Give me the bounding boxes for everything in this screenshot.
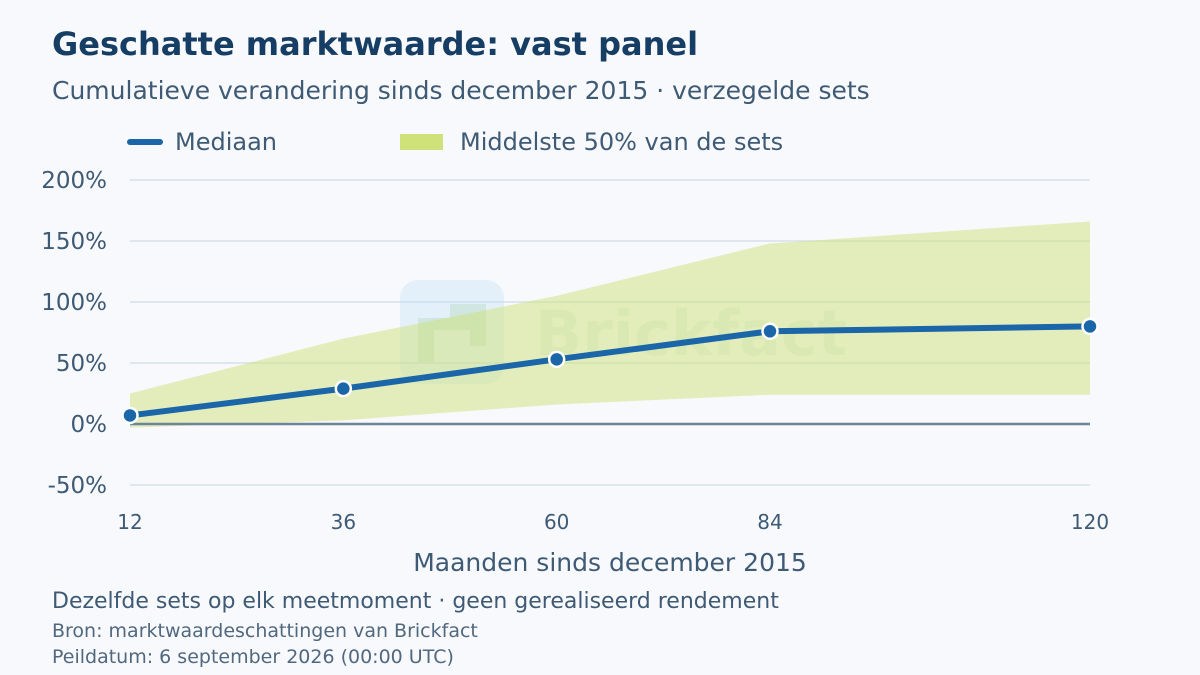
median-point [334, 379, 353, 398]
legend-band-swatch [400, 134, 443, 150]
y-tick-label: 50% [56, 351, 107, 377]
legend: Mediaan Middelste 50% van de sets [127, 128, 783, 156]
x-tick-label: 84 [757, 510, 782, 534]
y-tick-label: -50% [48, 473, 107, 499]
y-tick-label: 100% [41, 290, 107, 316]
chart-title: Geschatte marktwaarde: vast panel [52, 25, 698, 63]
footnote: Dezelfde sets op elk meetmoment · geen g… [52, 589, 779, 614]
median-point [1081, 317, 1099, 336]
chart-subtitle: Cumulatieve verandering sinds december 2… [52, 76, 870, 105]
x-tick-label: 60 [544, 510, 569, 534]
y-tick-label: 0% [71, 412, 108, 438]
median-point [121, 406, 139, 425]
plot-area [121, 221, 1099, 428]
iqr-band [130, 221, 1090, 428]
median-point [547, 350, 566, 369]
y-tick-label: 200% [41, 168, 107, 194]
x-tick-label: 36 [331, 510, 356, 534]
x-tick-label: 12 [117, 510, 142, 534]
median-point [761, 322, 779, 341]
legend-median-label: Mediaan [175, 128, 277, 156]
legend-band-label: Middelste 50% van de sets [460, 128, 783, 156]
x-axis-label: Maanden sinds december 2015 [413, 548, 807, 577]
date-text: Peildatum: 6 september 2026 (00:00 UTC) [52, 646, 454, 668]
y-tick-label: 150% [41, 229, 107, 255]
x-axis-ticks: 12 36 60 84 120 [117, 510, 1109, 534]
y-axis-ticks: -50% 0% 50% 100% 150% 200% [41, 168, 107, 499]
source-text: Bron: marktwaardeschattingen van Brickfa… [52, 620, 478, 642]
x-tick-label: 120 [1071, 510, 1109, 534]
